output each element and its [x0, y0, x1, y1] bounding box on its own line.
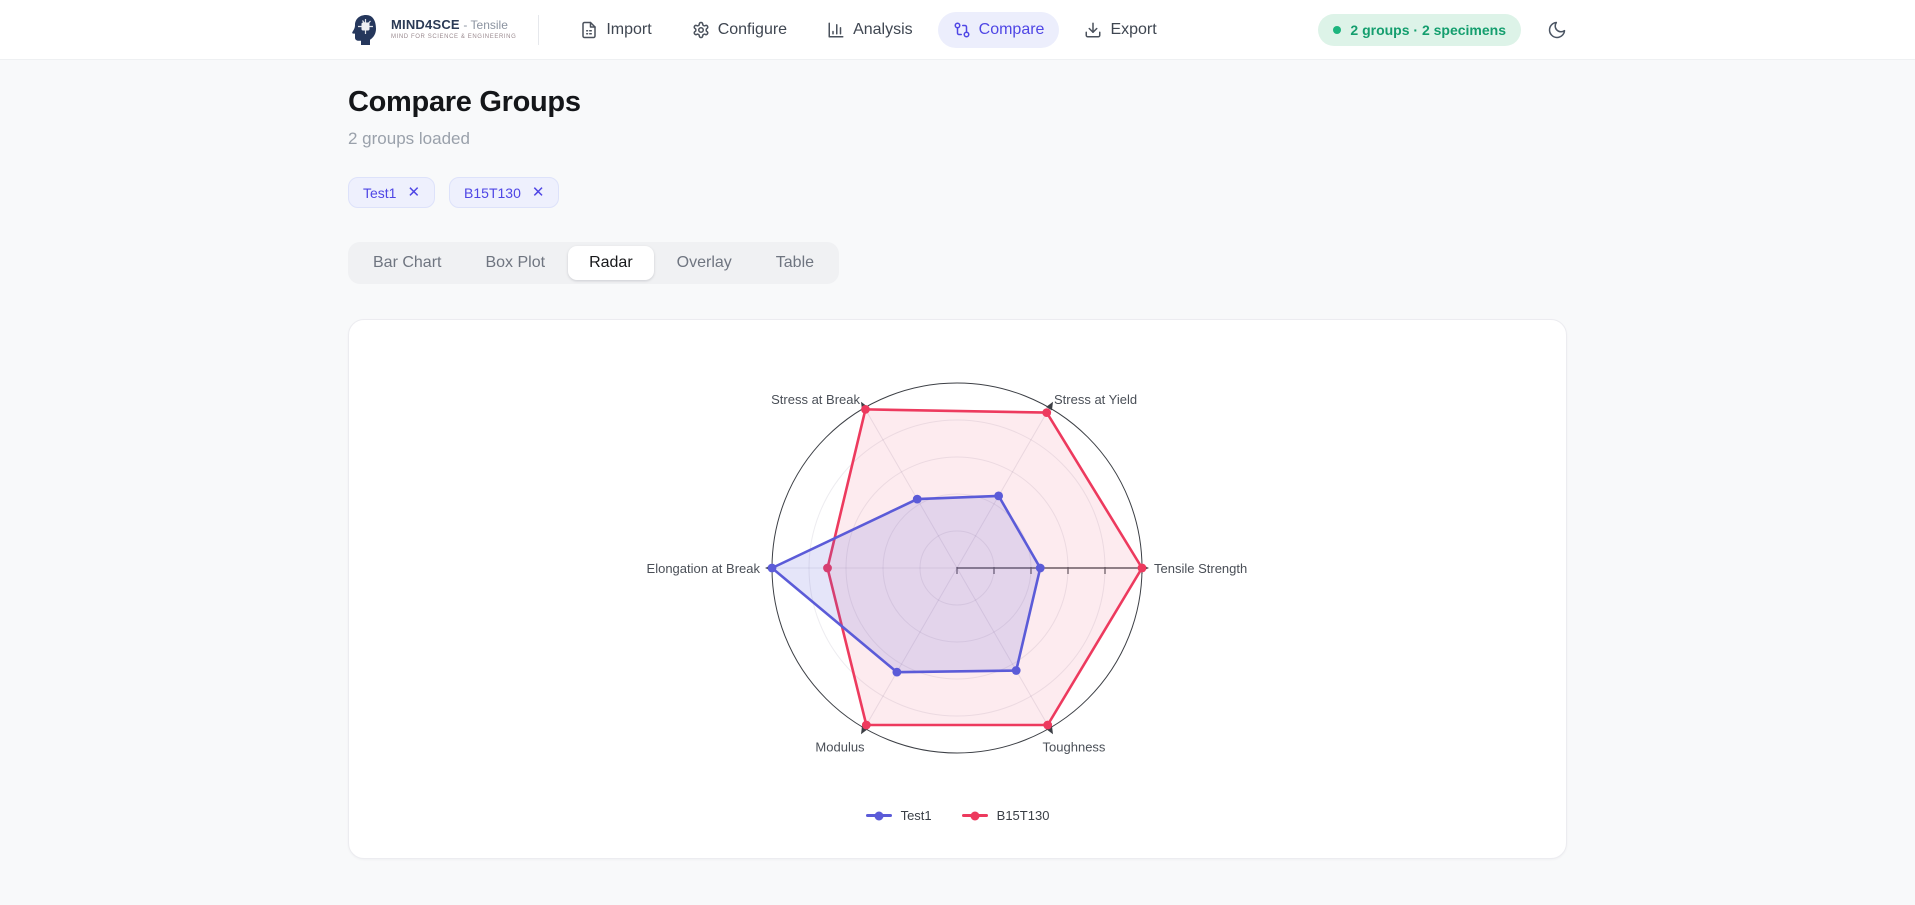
nav-label-analysis: Analysis	[853, 20, 913, 38]
chip-group-1: Test1 ✕	[348, 177, 436, 208]
nav-item-configure[interactable]: Configure	[677, 12, 802, 48]
status-badge: 2 groups · 2 specimens	[1318, 13, 1521, 46]
page-title: Compare Groups	[348, 86, 581, 118]
status-badge-label: 2 groups · 2 specimens	[1350, 21, 1506, 38]
legend-swatch-b15t130	[961, 814, 988, 817]
svg-text:Stress at Break: Stress at Break	[771, 392, 860, 407]
tab-bar-chart[interactable]: Bar Chart	[352, 246, 462, 280]
tab-table[interactable]: Table	[755, 246, 835, 280]
svg-text:Modulus: Modulus	[815, 739, 865, 754]
svg-text:Toughness: Toughness	[1043, 739, 1106, 754]
tab-overlay[interactable]: Overlay	[656, 246, 753, 280]
top-navbar: MIND4SCE - Tensile MIND FOR SCIENCE & EN…	[0, 0, 1915, 60]
svg-text:Elongation at Break: Elongation at Break	[647, 561, 761, 576]
svg-text:Stress at Yield: Stress at Yield	[1054, 392, 1137, 407]
nav-item-import[interactable]: Import	[565, 12, 666, 48]
nav-label-import: Import	[606, 20, 652, 38]
main-nav: Import Configure Analysis Compare Export	[565, 11, 1171, 48]
radar-card: Tensile Strength Stress at Yield Stress at…	[348, 319, 1567, 859]
nav-label-compare: Compare	[978, 20, 1045, 38]
legend-item-b15t130[interactable]: B15T130	[961, 808, 1050, 823]
tab-box-plot[interactable]: Box Plot	[464, 246, 566, 280]
legend-label: Test1	[900, 808, 932, 823]
radar-chart: Tensile Strength Stress at Yield Stress at…	[349, 340, 1566, 800]
legend-swatch-test1	[865, 814, 892, 817]
brand-suffix: - Tensile	[463, 18, 508, 33]
close-icon[interactable]: ✕	[407, 184, 421, 201]
file-icon	[582, 21, 597, 38]
gear-icon	[693, 21, 709, 38]
moon-icon	[1548, 21, 1566, 38]
header-divider	[538, 14, 540, 45]
theme-toggle-button[interactable]	[1547, 20, 1567, 40]
group-chips: Test1 ✕ B15T130 ✕	[348, 177, 1567, 208]
close-icon[interactable]: ✕	[531, 184, 545, 201]
svg-text:Tensile Strength: Tensile Strength	[1154, 561, 1247, 576]
brand-name: MIND4SCE	[391, 17, 460, 33]
nav-item-compare[interactable]: Compare	[937, 11, 1060, 48]
tab-radar[interactable]: Radar	[568, 246, 654, 280]
brand-tagline: MIND FOR SCIENCE & ENGINEERING	[391, 34, 517, 41]
nav-item-analysis[interactable]: Analysis	[812, 12, 928, 48]
brand-head-icon	[352, 14, 376, 45]
legend-item-test1[interactable]: Test1	[865, 808, 932, 823]
page-subtitle: 2 groups loaded	[348, 129, 470, 148]
chart-legend: Test1 B15T130	[349, 808, 1566, 823]
view-tabbar: Bar Chart Box Plot Radar Overlay Table	[348, 242, 840, 284]
radar-svg: Tensile Strength Stress at Yield Stress at…	[647, 382, 1247, 754]
nav-label-export: Export	[1110, 20, 1157, 38]
legend-label: B15T130	[996, 808, 1050, 823]
chip-label: B15T130	[464, 184, 521, 201]
bar-chart-icon	[828, 22, 844, 37]
chip-label: Test1	[363, 184, 397, 201]
git-compare-icon	[954, 22, 970, 37]
brand-logo[interactable]: MIND4SCE - Tensile MIND FOR SCIENCE & EN…	[348, 13, 516, 47]
status-dot	[1333, 25, 1342, 34]
nav-label-configure: Configure	[717, 20, 788, 38]
download-icon	[1085, 22, 1101, 37]
nav-item-export[interactable]: Export	[1069, 12, 1171, 48]
chip-group-2: B15T130 ✕	[449, 177, 560, 208]
